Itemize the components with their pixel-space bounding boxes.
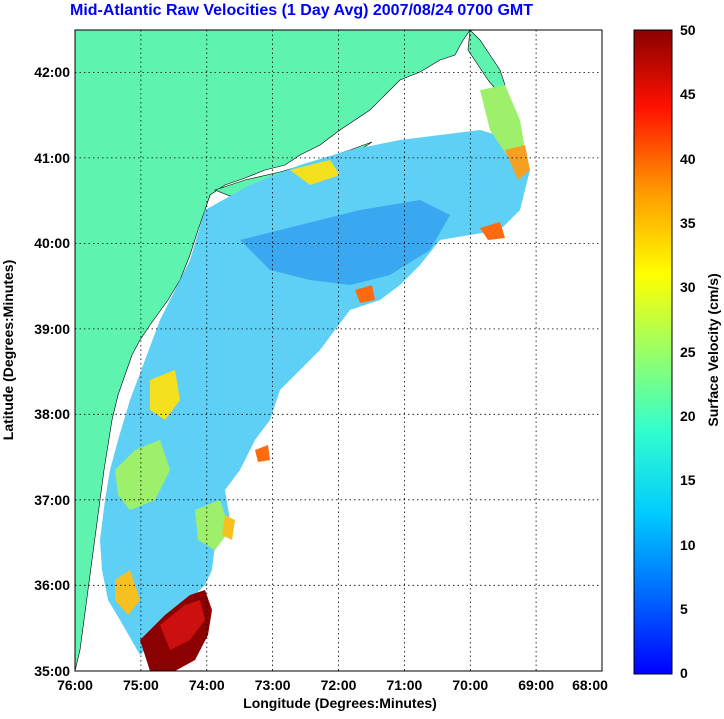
colorbar-ticks: 50 45 40 35 30 25 20 15 10 5 0 — [680, 22, 696, 681]
map-title: Mid-Atlantic Raw Velocities (1 Day Avg) … — [70, 2, 533, 19]
x-tick-label: 69:00 — [518, 677, 554, 693]
velocity-field — [100, 85, 530, 671]
x-ticks: 76:00 75:00 74:00 73:00 72:00 71:00 70:0… — [57, 677, 608, 693]
colorbar-tick-label: 15 — [680, 472, 696, 488]
x-tick-label: 68:00 — [572, 677, 608, 693]
y-axis-label: Latitude (Degrees:Minutes) — [0, 260, 16, 440]
y-tick-label: 41:00 — [34, 150, 70, 166]
x-tick-label: 76:00 — [57, 677, 93, 693]
y-tick-label: 42:00 — [34, 64, 70, 80]
colorbar-tick-label: 45 — [680, 86, 696, 102]
x-axis-label: Longitude (Degrees:Minutes) — [243, 695, 437, 711]
y-ticks: 42:00 41:00 40:00 39:00 38:00 37:00 36:0… — [34, 64, 70, 679]
y-tick-label: 36:00 — [34, 577, 70, 593]
x-tick-label: 71:00 — [386, 677, 422, 693]
land-mass — [75, 30, 471, 671]
y-tick-label: 35:00 — [34, 663, 70, 679]
colorbar-tick-label: 10 — [680, 537, 696, 553]
colorbar-tick-label: 5 — [680, 601, 688, 617]
grid-lines — [75, 30, 602, 671]
colorbar-tick-label: 35 — [680, 215, 696, 231]
colorbar-tick-label: 40 — [680, 151, 696, 167]
x-tick-label: 74:00 — [189, 677, 225, 693]
x-tick-label: 75:00 — [123, 677, 159, 693]
colorbar-tick-label: 25 — [680, 344, 696, 360]
y-tick-label: 38:00 — [34, 406, 70, 422]
plot-frame — [74, 29, 603, 672]
y-tick-label: 39:00 — [34, 321, 70, 337]
y-tick-label: 40:00 — [34, 235, 70, 251]
colorbar-tick-label: 30 — [680, 279, 696, 295]
colorbar-tick-label: 20 — [680, 408, 696, 424]
colorbar-tick-label: 0 — [680, 665, 688, 681]
x-tick-label: 72:00 — [321, 677, 357, 693]
colorbar-tick-label: 50 — [680, 22, 696, 38]
x-tick-label: 73:00 — [255, 677, 291, 693]
x-tick-label: 70:00 — [452, 677, 488, 693]
colorbar — [633, 29, 673, 675]
y-tick-label: 37:00 — [34, 492, 70, 508]
colorbar-label: Surface Velocity (cm/s) — [705, 273, 721, 426]
